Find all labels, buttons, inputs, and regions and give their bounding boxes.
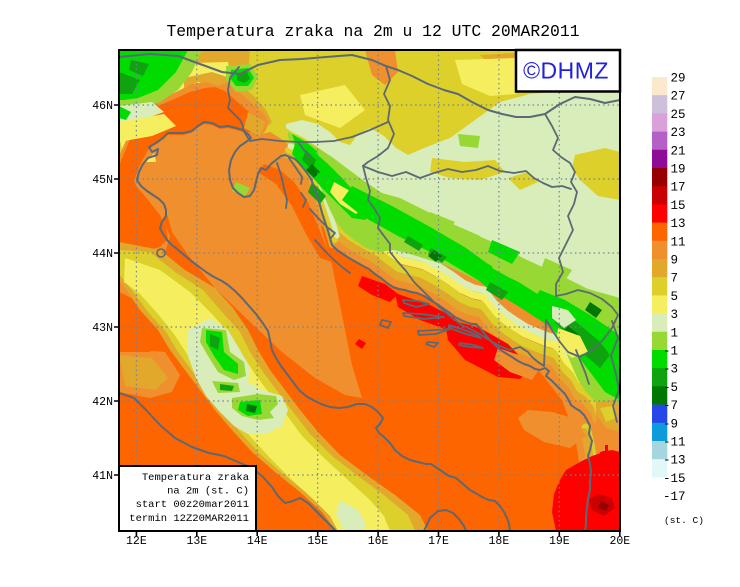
svg-text:termin 12Z20MAR2011: termin 12Z20MAR2011 — [129, 513, 249, 525]
svg-text:(st. C): (st. C) — [664, 515, 704, 526]
svg-text:42N: 42N — [92, 396, 113, 409]
svg-text:-17: -17 — [663, 490, 686, 504]
svg-text:-11: -11 — [663, 436, 686, 450]
svg-text:start 00z20mar2011: start 00z20mar2011 — [136, 499, 249, 511]
svg-text:45N: 45N — [92, 174, 113, 187]
svg-text:17E: 17E — [428, 535, 449, 548]
svg-text:Temperatura zraka: Temperatura zraka — [142, 472, 249, 484]
svg-text:-3: -3 — [663, 363, 678, 377]
svg-text:46N: 46N — [92, 100, 113, 113]
svg-text:13E: 13E — [186, 535, 207, 548]
svg-text:15E: 15E — [307, 535, 328, 548]
svg-text:41N: 41N — [92, 470, 113, 483]
svg-text:14E: 14E — [247, 535, 268, 548]
svg-text:12E: 12E — [126, 535, 147, 548]
svg-text:-9: -9 — [663, 417, 678, 431]
svg-text:20E: 20E — [609, 535, 630, 548]
svg-text:7: 7 — [671, 272, 679, 286]
svg-text:-13: -13 — [663, 454, 686, 468]
svg-text:17: 17 — [671, 181, 686, 195]
svg-text:5: 5 — [671, 290, 679, 304]
svg-text:-15: -15 — [663, 472, 686, 486]
svg-text:29: 29 — [671, 72, 686, 86]
svg-text:27: 27 — [671, 90, 686, 104]
svg-text:na 2m (st. C): na 2m (st. C) — [167, 486, 249, 498]
svg-text:©DHMZ: ©DHMZ — [523, 58, 609, 84]
svg-text:-5: -5 — [663, 381, 678, 395]
svg-text:Temperatura zraka na 2m u 12 U: Temperatura zraka na 2m u 12 UTC 20MAR20… — [166, 22, 579, 41]
svg-text:44N: 44N — [92, 248, 113, 261]
svg-text:-7: -7 — [663, 399, 678, 413]
svg-text:25: 25 — [671, 108, 686, 122]
svg-text:15: 15 — [671, 199, 686, 213]
svg-text:18E: 18E — [489, 535, 510, 548]
svg-text:21: 21 — [671, 144, 686, 158]
svg-text:13: 13 — [671, 217, 686, 231]
svg-text:19: 19 — [671, 163, 686, 177]
svg-text:1: 1 — [671, 326, 679, 340]
svg-text:-1: -1 — [663, 345, 678, 359]
svg-text:23: 23 — [671, 126, 686, 140]
svg-text:16E: 16E — [368, 535, 389, 548]
svg-text:11: 11 — [671, 235, 686, 249]
svg-text:19E: 19E — [549, 535, 570, 548]
svg-text:43N: 43N — [92, 322, 113, 335]
svg-text:3: 3 — [671, 308, 679, 322]
svg-text:9: 9 — [671, 254, 679, 268]
